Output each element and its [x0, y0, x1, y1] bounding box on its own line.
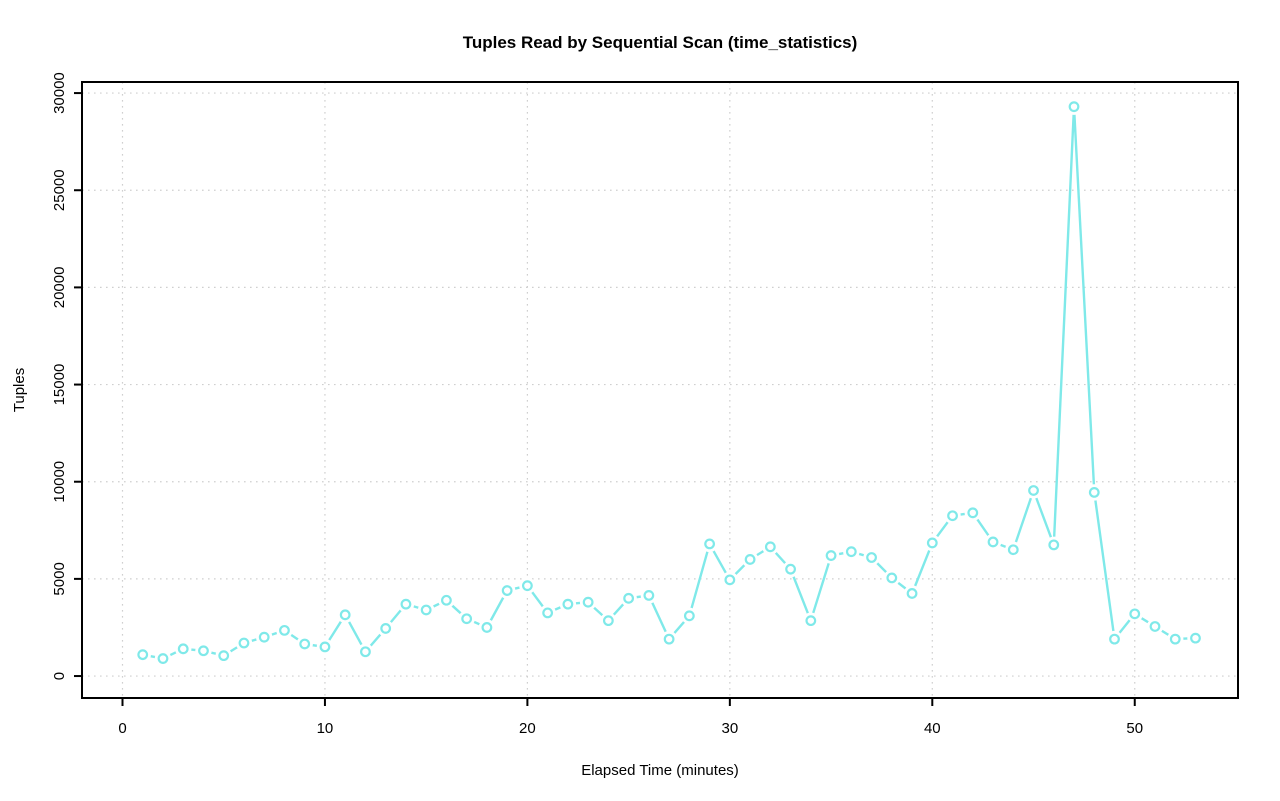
data-point: [218, 650, 230, 662]
data-point: [764, 541, 776, 553]
data-point: [380, 623, 392, 634]
data-point: [1028, 485, 1039, 496]
x-tick-label: 50: [1126, 720, 1143, 737]
data-point: [1109, 633, 1120, 645]
data-point: [866, 552, 877, 563]
data-line: [142, 105, 1196, 660]
data-point: [744, 554, 756, 565]
x-tick-label: 10: [317, 720, 334, 737]
data-point: [360, 646, 371, 658]
x-tick-label: 0: [118, 720, 126, 737]
data-point: [420, 604, 432, 616]
data-point: [461, 613, 473, 625]
y-tick-label: 5000: [51, 562, 68, 595]
data-point: [724, 574, 736, 586]
data-point: [1129, 608, 1141, 620]
data-point: [501, 585, 513, 596]
data-point: [258, 631, 270, 643]
data-point: [704, 538, 716, 550]
data-point: [562, 598, 574, 610]
data-point: [845, 546, 857, 558]
data-point: [1068, 101, 1080, 113]
data-point: [339, 609, 351, 621]
data-point: [643, 589, 655, 601]
data-point: [177, 643, 189, 655]
data-point: [947, 510, 958, 522]
data-point: [481, 622, 493, 633]
plot-border: [81, 81, 1239, 699]
x-tick-label: 20: [519, 720, 536, 737]
data-point: [683, 610, 695, 622]
x-axis-label: Elapsed Time (minutes): [581, 762, 739, 779]
x-tick-label: 30: [722, 720, 739, 737]
x-tick-label: 40: [924, 720, 941, 737]
data-point: [1048, 539, 1060, 551]
y-axis-label: Tuples: [11, 368, 28, 412]
data-point: [906, 588, 918, 599]
data-point: [1088, 487, 1100, 498]
y-tick-label: 25000: [51, 169, 68, 211]
data-point: [299, 638, 311, 650]
data-point: [582, 596, 594, 608]
y-tick-label: 10000: [51, 461, 68, 503]
data-point: [623, 592, 635, 604]
y-tick-label: 20000: [51, 267, 68, 309]
data-point: [886, 572, 898, 584]
data-point: [1007, 544, 1019, 556]
data-point: [198, 645, 209, 657]
data-point: [602, 615, 614, 627]
data-point: [1169, 633, 1181, 645]
data-point: [825, 550, 837, 561]
data-point: [805, 615, 817, 627]
data-point: [785, 563, 796, 575]
plot-generated-content: 0 10 20 30 40 50 0 5000 10000 15000 20000 25000 3000…: [51, 72, 1239, 737]
data-point: [400, 598, 412, 610]
y-tick-label: 0: [51, 672, 68, 680]
data-point: [987, 536, 999, 548]
data-point: [663, 633, 675, 645]
data-point: [1190, 632, 1201, 644]
data-point: [1149, 621, 1161, 632]
data-point: [521, 580, 533, 592]
chart-title: Tuples Read by Sequential Scan (time_sta…: [463, 33, 858, 52]
data-point: [238, 637, 250, 649]
y-tick-label: 15000: [51, 364, 68, 406]
data-point: [157, 653, 169, 664]
data-point: [441, 594, 452, 606]
data-point: [319, 641, 331, 653]
data-point: [926, 537, 938, 549]
data-point: [542, 607, 554, 619]
data-point: [967, 507, 979, 519]
data-point: [137, 649, 149, 661]
data-point: [279, 624, 290, 636]
y-tick-label: 30000: [51, 72, 68, 114]
